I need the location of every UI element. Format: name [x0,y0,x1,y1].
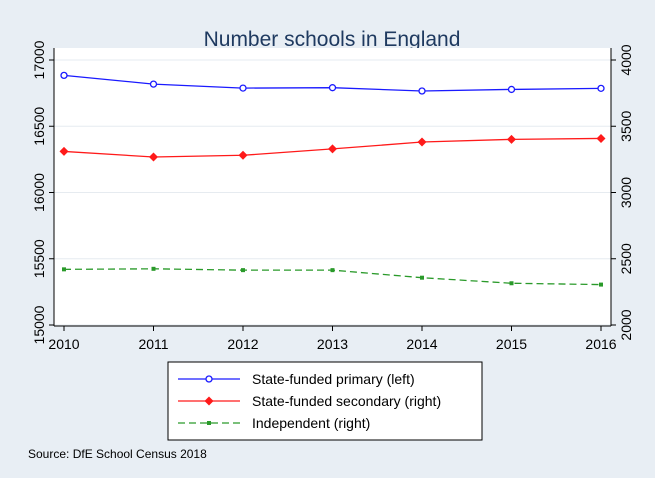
series-3-point [599,282,603,287]
source-note: Source: DfE School Census 2018 [28,447,207,461]
y-right-tick-label: 2500 [618,243,634,274]
legend-swatch-marker [207,421,211,425]
series-2-point [417,137,427,147]
series-1-point [328,84,337,92]
series-3-point [241,268,245,273]
x-tick-label: 2016 [585,336,616,352]
y-right-tick-label: 3000 [618,177,634,208]
x-tick-label: 2013 [317,336,348,352]
plot-area: 15000 15500 16000 16500 17000 2000 2500 3000 350… [31,40,634,352]
series-3-point [62,267,66,272]
series-2-point [238,150,248,160]
series-1-point [149,80,158,88]
series-1-point [597,84,605,93]
x-tick-label: 2015 [496,336,527,352]
legend-label: Independent (right) [252,415,370,431]
chart-title: Number schools in England [204,28,461,51]
series-3-point [420,275,424,280]
series-2-point [507,134,516,144]
y-left-tick-label: 15000 [31,305,47,344]
series-3-point [330,268,335,273]
series-1-point [418,87,426,95]
series-3-point [151,266,156,271]
y-right-tick-label: 4000 [618,44,634,75]
y-left-tick-label: 16500 [31,107,47,146]
legend-swatch-marker [205,375,213,383]
legend-label: State-funded primary (left) [252,371,415,387]
series-3-point [509,281,514,286]
y-right-tick-label: 3500 [618,110,634,141]
legend: State-funded primary (left) State-funded … [167,361,483,441]
x-tick-label: 2014 [406,336,437,352]
y-left-tick-label: 17000 [31,40,47,79]
y-right-tick-label: 2000 [618,309,634,340]
y-left-tick-label: 15500 [31,239,47,278]
y-left-tick-label: 16000 [31,173,47,212]
plot-background [54,48,611,325]
legend-label: State-funded secondary (right) [252,393,441,409]
series-1-point [60,71,68,80]
series-2-point [149,152,158,162]
series-2-point [596,133,606,143]
x-tick-label: 2011 [138,336,168,352]
series-1-point [239,84,247,92]
series-1-point [507,85,516,94]
legend-swatch-marker [204,396,214,406]
series-2-point [59,146,69,156]
x-tick-label: 2010 [48,336,79,352]
series-2-point [328,144,337,154]
x-tick-label: 2012 [227,336,258,352]
